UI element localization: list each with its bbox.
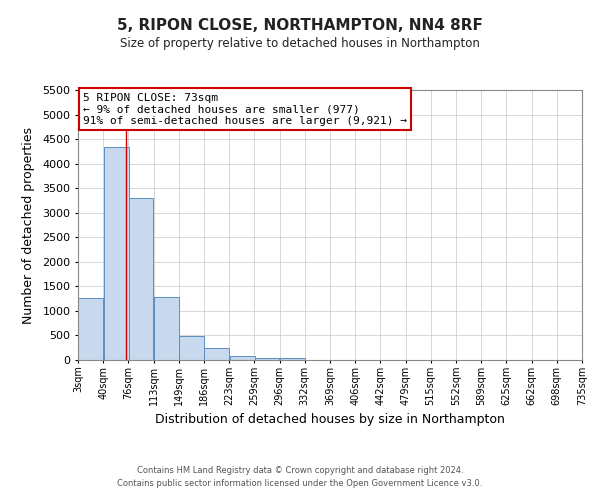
X-axis label: Distribution of detached houses by size in Northampton: Distribution of detached houses by size … [155,414,505,426]
Bar [179,336,203,360]
Text: 5 RIPON CLOSE: 73sqm
← 9% of detached houses are smaller (977)
91% of semi-detac: 5 RIPON CLOSE: 73sqm ← 9% of detached ho… [83,92,407,126]
Text: Size of property relative to detached houses in Northampton: Size of property relative to detached ho… [120,38,480,51]
Bar [280,358,305,360]
Text: 5, RIPON CLOSE, NORTHAMPTON, NN4 8RF: 5, RIPON CLOSE, NORTHAMPTON, NN4 8RF [117,18,483,32]
Bar [154,296,179,360]
Bar [104,148,128,360]
Y-axis label: Number of detached properties: Number of detached properties [22,126,35,324]
Bar [128,198,154,360]
Bar [205,348,229,360]
Text: Contains HM Land Registry data © Crown copyright and database right 2024.
Contai: Contains HM Land Registry data © Crown c… [118,466,482,487]
Bar [79,298,103,360]
Bar [254,358,280,360]
Bar [230,356,254,360]
